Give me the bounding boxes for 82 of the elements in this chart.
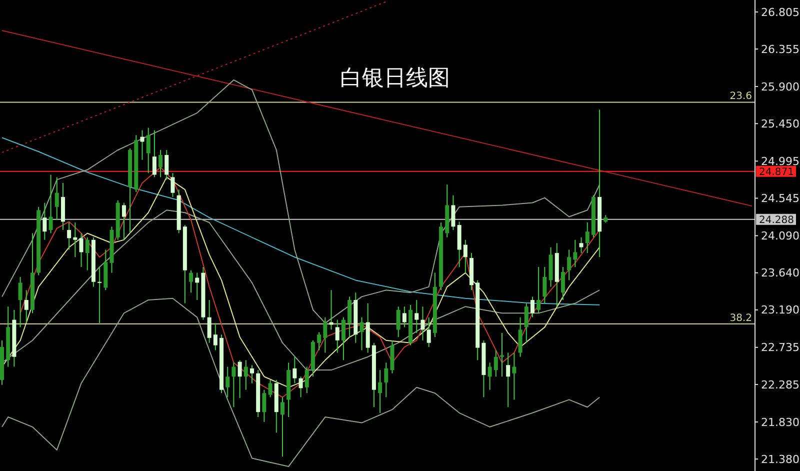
candlestick (335, 319, 340, 354)
annotation: 23.6 (730, 91, 752, 102)
candlestick (402, 306, 406, 328)
candlestick (384, 362, 388, 398)
y-tick-label: 22.285 (761, 378, 800, 392)
candlestick (213, 322, 218, 351)
candlestick (170, 172, 175, 198)
candlestick (48, 174, 53, 234)
candlestick (207, 299, 212, 344)
y-tick-label: 26.355 (761, 42, 800, 56)
candlestick (560, 266, 565, 300)
candlestick (329, 290, 334, 330)
candlestick (506, 352, 510, 408)
y-tick-label: 25.900 (761, 80, 800, 94)
candlestick (146, 127, 150, 174)
y-tick-label: 24.090 (761, 230, 800, 243)
candlestick (189, 270, 194, 294)
candlestick (280, 396, 284, 458)
candlestick (567, 249, 572, 281)
candlestick (524, 302, 528, 344)
annotation: 38.2 (730, 312, 752, 324)
candlestick (518, 316, 522, 358)
y-tick-label: 23.640 (761, 266, 800, 280)
text: 白银日线图 (340, 66, 450, 91)
candlestick (585, 222, 590, 254)
candlestick (195, 272, 200, 300)
candlestick (463, 239, 468, 274)
candlestick (79, 232, 84, 268)
candlestick (232, 362, 236, 408)
y-tick-label: 21.380 (761, 452, 800, 466)
candlestick (164, 149, 169, 180)
candlestick (298, 376, 303, 398)
candlestick (536, 266, 541, 314)
candlestick (396, 306, 400, 338)
candlestick (152, 130, 156, 178)
candlestick (323, 316, 328, 354)
candlestick (304, 366, 309, 394)
candlestick (542, 266, 547, 304)
candlestick (420, 306, 425, 341)
candlestick (250, 364, 254, 384)
line-series (2, 298, 600, 467)
candlestick (158, 149, 163, 178)
candlestick (341, 316, 346, 361)
y-tick-label: 23.190 (761, 304, 800, 317)
y-tick-label: 22.735 (761, 341, 800, 354)
candlestick (98, 266, 102, 324)
candlestick (573, 239, 578, 268)
candlestick (317, 332, 322, 351)
candlestick (262, 389, 266, 422)
candlestick (238, 360, 242, 399)
candlestick (292, 356, 297, 384)
candlestick (226, 366, 230, 398)
candlestick (24, 290, 28, 324)
candlestick (426, 316, 431, 348)
candlestick (494, 350, 498, 378)
candlestick (360, 316, 364, 351)
candlestick (530, 296, 534, 318)
y-tick-label: 25.450 (761, 117, 800, 130)
candlestick (244, 360, 248, 390)
y-tick-label: 21.830 (761, 416, 800, 429)
candlestick (414, 299, 419, 334)
y-tick-label: 24.995 (761, 154, 800, 168)
candlestick (579, 236, 584, 254)
candlestick (348, 296, 352, 338)
candlestick (73, 222, 78, 258)
candlestick (451, 194, 456, 230)
candlestick (140, 130, 144, 160)
candlestick (42, 202, 47, 240)
y-tick-label: 26.805 (761, 6, 800, 19)
ref-line-label: 24.871 (759, 166, 794, 178)
candlestick (488, 362, 492, 390)
candlestick (85, 236, 90, 271)
candlestick (18, 276, 22, 328)
candlestick (54, 176, 59, 221)
candlestick (268, 379, 272, 398)
candlestick (512, 352, 516, 400)
candlestick (500, 332, 504, 378)
candlestick (378, 370, 382, 414)
y-tick-label: 24.545 (761, 192, 800, 206)
candlestick (67, 222, 72, 250)
candlestick (122, 202, 126, 240)
ref-line-label: 24.288 (759, 214, 794, 226)
